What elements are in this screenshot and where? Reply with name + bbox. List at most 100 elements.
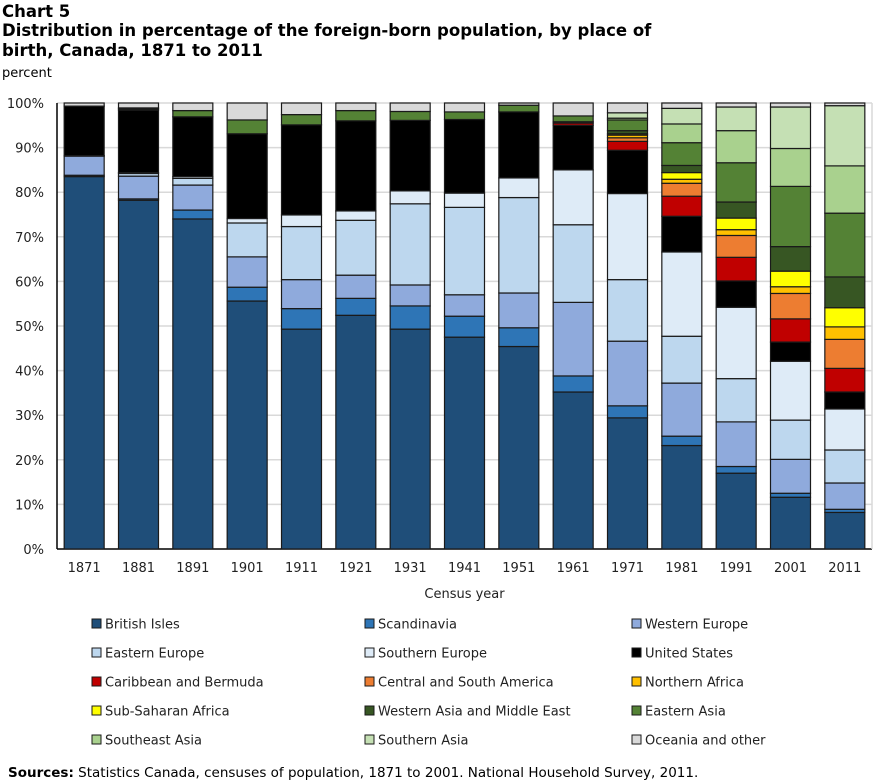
bar-segment [715, 280, 757, 308]
bar-segment [335, 297, 377, 316]
bar-segment [606, 405, 649, 419]
bar-segment [280, 225, 323, 281]
bar-segment [443, 315, 486, 338]
bar-segment [661, 178, 703, 184]
bar-segment [715, 421, 757, 468]
bar-segment [63, 102, 105, 107]
bar-segment [443, 294, 486, 317]
legend-label: Eastern Europe [105, 647, 204, 662]
bar-segment [280, 214, 323, 228]
bar-segment [226, 133, 268, 220]
legend-swatch [91, 705, 102, 716]
y-tick-label: 40% [15, 365, 44, 380]
bar-segment [824, 391, 866, 410]
y-tick-label: 0% [23, 543, 44, 558]
bar-segment [606, 102, 649, 114]
x-tick-label: 1901 [231, 561, 264, 576]
bar-segment [824, 105, 866, 167]
legend-label: United States [645, 647, 733, 662]
bar-segment [389, 328, 431, 550]
x-tick-label: 1871 [68, 561, 101, 576]
legend-label: Southern Europe [378, 647, 487, 662]
bar-segment [226, 222, 268, 258]
bar-segment [280, 113, 323, 126]
bar-segment [117, 109, 160, 174]
bar-segment [172, 184, 214, 211]
bar-segment [63, 155, 105, 176]
bar-segment [769, 318, 812, 343]
bar-segment [498, 102, 540, 106]
legend-label: Oceania and other [645, 734, 766, 749]
bar-segment [715, 472, 757, 550]
bar-segment [443, 111, 486, 121]
bar-segment [606, 140, 649, 151]
bar-segment [661, 251, 703, 337]
bar-segment [715, 217, 757, 231]
y-tick-label: 30% [15, 409, 44, 424]
bar-segment [715, 201, 757, 219]
bar-segment [715, 162, 757, 203]
bar-segment [172, 109, 214, 118]
x-tick-label: 2011 [828, 561, 861, 576]
bar-segment [715, 130, 757, 164]
bar-segment [226, 256, 268, 288]
bar-segment [661, 435, 703, 447]
x-tick-label: 1921 [339, 561, 372, 576]
x-tick-label: 1911 [285, 561, 318, 576]
bar-segment [552, 169, 594, 226]
bar-segment [280, 308, 323, 330]
bar-segment [661, 171, 703, 180]
y-tick-label: 20% [15, 454, 44, 469]
bar-segment [498, 104, 540, 113]
legend-swatch [364, 734, 375, 745]
bar-segment [606, 112, 649, 119]
sources-text: Statistics Canada, censuses of populatio… [73, 765, 699, 781]
y-tick-label: 90% [15, 142, 44, 157]
bar-segment [226, 102, 268, 121]
bar-segment [769, 458, 812, 494]
x-tick-label: 1931 [394, 561, 427, 576]
bar-segment [280, 279, 323, 310]
legend-swatch [631, 647, 642, 658]
legend-label: Caribbean and Bermuda [105, 676, 264, 691]
bar-segment [769, 496, 812, 550]
bar-segment [824, 482, 866, 510]
legend-swatch [91, 618, 102, 629]
bar-segment [335, 274, 377, 299]
bar-segment [498, 111, 540, 179]
bar-segment [715, 229, 757, 237]
bar-segment [443, 206, 486, 296]
bar-segment [498, 327, 540, 348]
y-tick-label: 50% [15, 320, 44, 335]
x-tick-label: 1981 [665, 561, 698, 576]
bar-segment [824, 102, 866, 107]
chart-title: Distribution in percentage of the foreig… [2, 21, 652, 60]
bar-segment [335, 109, 377, 122]
bar-segment [389, 102, 431, 113]
bar-segment [443, 192, 486, 208]
bar-segment [498, 345, 540, 550]
bar-segment [63, 105, 105, 157]
bar-segment [715, 378, 757, 423]
bar-segment [226, 300, 268, 550]
bar-segment [117, 102, 160, 109]
legend-label: Central and South America [378, 676, 554, 691]
legend-label: Western Asia and Middle East [378, 705, 571, 720]
y-tick-label: 70% [15, 231, 44, 246]
bar-segment [606, 119, 649, 132]
legend-swatch [631, 676, 642, 687]
y-tick-label: 100% [7, 97, 44, 112]
legend-label: Southern Asia [378, 734, 469, 749]
legend-label: Northern Africa [645, 676, 744, 691]
x-tick-label: 2001 [774, 561, 807, 576]
bar-segment [552, 124, 594, 171]
legend-swatch [364, 676, 375, 687]
bar-segment [661, 123, 703, 144]
bar-segment [824, 212, 866, 278]
bar-segment [769, 492, 812, 498]
bar-segment [824, 449, 866, 484]
bar-segment [280, 328, 323, 550]
bar-segment [715, 465, 757, 474]
bar-segment [661, 164, 703, 174]
